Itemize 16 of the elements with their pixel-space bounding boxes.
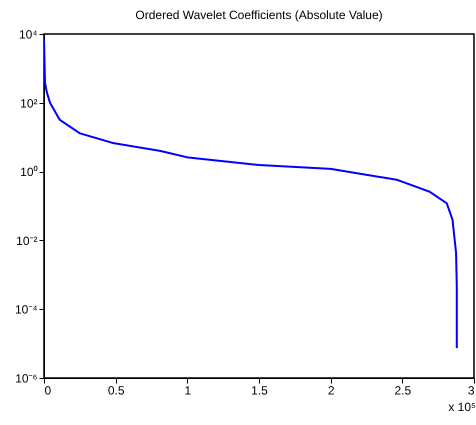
x-tick-label: 0.5 (108, 384, 125, 398)
x-tick-label: 0 (44, 384, 52, 398)
text: x 10⁵ (448, 400, 476, 414)
y-tick-label: 10² (20, 96, 38, 110)
x-tick-label: 2 (328, 384, 335, 398)
x-tick-label: 1.5 (251, 384, 268, 398)
y-tick-label: 10⁻⁶ (15, 372, 38, 386)
y-tick-label: 10⁴ (18, 28, 38, 42)
line-series (44, 38, 458, 350)
y-tick-label: 10⁰ (20, 165, 38, 180)
y-tick-label: 10⁻⁴ (14, 302, 38, 317)
x-tick-label: 1 (184, 384, 192, 398)
x-tick-label: 2.5 (394, 384, 412, 398)
x-tick-label: 3 (468, 384, 475, 398)
y-tick-label: 10⁻² (16, 234, 38, 248)
chart-title: Ordered Wavelet Coefficients (Absolute Value) (135, 8, 383, 22)
